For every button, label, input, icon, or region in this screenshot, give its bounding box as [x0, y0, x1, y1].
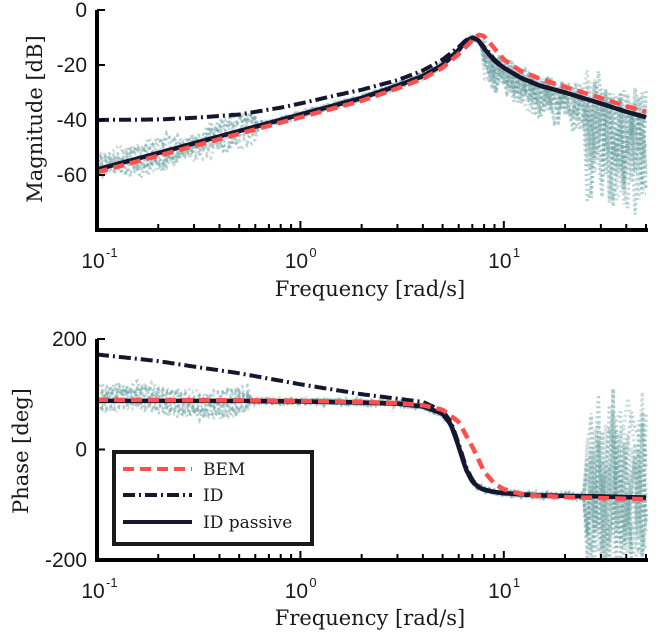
magnitude-y-tick-labels: 0 -20 -40 -60 [57, 0, 87, 187]
phase-y-tick-label: 200 [52, 328, 87, 351]
phase-minor-ticks [96, 338, 647, 561]
magnitude-measurement-trace [95, 34, 648, 184]
legend-label-id: ID [203, 486, 223, 506]
phase-x-tick-exponent: 1 [513, 575, 520, 590]
magnitude-measurement-trace [95, 35, 648, 193]
magnitude-measurement-band [95, 32, 648, 215]
magnitude-x-tick-exponent: 1 [513, 245, 520, 260]
phase-x-tick-label: 10 [488, 580, 511, 603]
magnitude-minor-ticks [96, 9, 647, 230]
phase-y-tick-labels: 200 0 -200 [45, 328, 87, 572]
magnitude-series-id-line [97, 35, 647, 122]
magnitude-x-tick-exponent: 0 [309, 245, 316, 260]
magnitude-x-tick-label: 10 [81, 250, 104, 273]
phase-series-group [96, 352, 647, 502]
magnitude-x-tick-label: 10 [488, 250, 511, 273]
legend: BEM ID ID passive [112, 450, 314, 546]
phase-x-tick-label: 10 [285, 580, 308, 603]
phase-x-tick-exponent: -1 [106, 575, 118, 590]
phase-measurement-trace [96, 388, 648, 559]
magnitude-y-tick-label: 0 [75, 0, 87, 22]
magnitude-y-tick-label: -60 [57, 164, 87, 187]
phase-x-tick-label: 10 [81, 580, 104, 603]
magnitude-series-bem-line [96, 32, 647, 175]
magnitude-measurement-trace [96, 35, 648, 209]
phase-x-tick-exponent: 0 [309, 575, 316, 590]
phase-x-axis-label: Frequency [rad/s] [275, 606, 466, 630]
magnitude-measurement-trace [95, 33, 648, 205]
magnitude-panel: 0-20-40-60 10 -1 10 0 10 1 Frequency [rad/s] … [23, 0, 648, 301]
magnitude-measurement-trace [95, 37, 648, 189]
magnitude-measurement-trace [95, 34, 648, 166]
phase-measurement-trace [95, 380, 648, 550]
phase-x-tick-labels: 10 -1 10 0 10 1 [81, 575, 520, 603]
phase-y-tick-label: 0 [75, 439, 87, 462]
legend-label-bem: BEM [203, 460, 245, 480]
legend-label-id-passive: ID passive [203, 513, 292, 533]
phase-measurement-trace [96, 387, 648, 559]
magnitude-x-tick-label: 10 [285, 250, 308, 273]
phase-series-bem-line [96, 397, 647, 502]
magnitude-y-tick-label: -40 [57, 109, 87, 132]
magnitude-y-tick-label: -20 [57, 54, 87, 77]
magnitude-x-tick-exponent: -1 [106, 245, 118, 260]
magnitude-measurement-trace [95, 32, 647, 215]
magnitude-series-group [96, 32, 647, 175]
phase-y-tick-label: -200 [45, 549, 87, 572]
phase-y-axis-label: Phase [deg] [9, 388, 33, 514]
magnitude-x-tick-labels: 10 -1 10 0 10 1 [81, 245, 520, 273]
phase-measurement-trace [96, 386, 648, 548]
magnitude-x-axis-label: Frequency [rad/s] [275, 277, 466, 301]
magnitude-y-axis-label: Magnitude [dB] [23, 35, 47, 202]
phase-measurement-trace [96, 389, 648, 550]
